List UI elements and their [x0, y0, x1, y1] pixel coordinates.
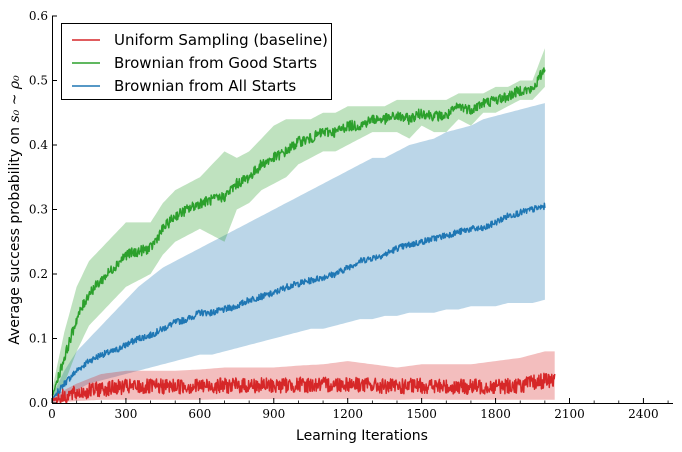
y-axis-label: Average success probability on s₀ ~ ρ₀ [7, 75, 23, 345]
confidence-bands [52, 48, 555, 403]
legend: Uniform Sampling (baseline) Brownian from… [61, 23, 332, 100]
y-tick-label: 0.3 [29, 203, 48, 217]
y-tick-label: 0.4 [29, 138, 48, 152]
x-tick-label: 300 [114, 407, 137, 421]
y-tick-label: 0.5 [29, 74, 48, 88]
legend-label: Brownian from Good Starts [114, 54, 317, 72]
x-ticks: 0 300 600 900 1200 1500 1800 2100 2400 [48, 398, 669, 421]
x-tick-label: 1200 [332, 407, 363, 421]
x-tick-label: 1800 [480, 407, 511, 421]
y-axis-label-math: s₀ ~ ρ₀ [7, 75, 23, 123]
x-axis-label: Learning Iterations [296, 428, 428, 444]
series-line-1 [51, 67, 546, 397]
y-axis-label-text: Average success probability on [7, 123, 23, 345]
x-tick-label: 1500 [406, 407, 437, 421]
y-tick-label: 0.0 [29, 396, 48, 410]
y-tick-label: 0.2 [29, 267, 48, 281]
legend-label: Uniform Sampling (baseline) [114, 31, 328, 49]
series-line-2 [51, 202, 546, 401]
series-lines [51, 67, 556, 404]
x-tick-label: 2400 [628, 407, 659, 421]
band-2 [52, 103, 545, 403]
series-line-0 [51, 372, 556, 404]
x-tick-label: 900 [262, 407, 285, 421]
band-0 [52, 351, 555, 403]
y-tick-label: 0.6 [29, 9, 48, 23]
legend-box [61, 23, 332, 100]
x-tick-label: 0 [48, 407, 56, 421]
y-tick-label: 0.1 [29, 332, 48, 346]
x-tick-label: 2100 [554, 407, 585, 421]
y-ticks: 0.0 0.1 0.2 0.3 0.4 0.5 0.6 [29, 9, 57, 410]
x-tick-label: 600 [188, 407, 211, 421]
legend-label: Brownian from All Starts [114, 77, 296, 95]
band-1 [52, 48, 545, 400]
